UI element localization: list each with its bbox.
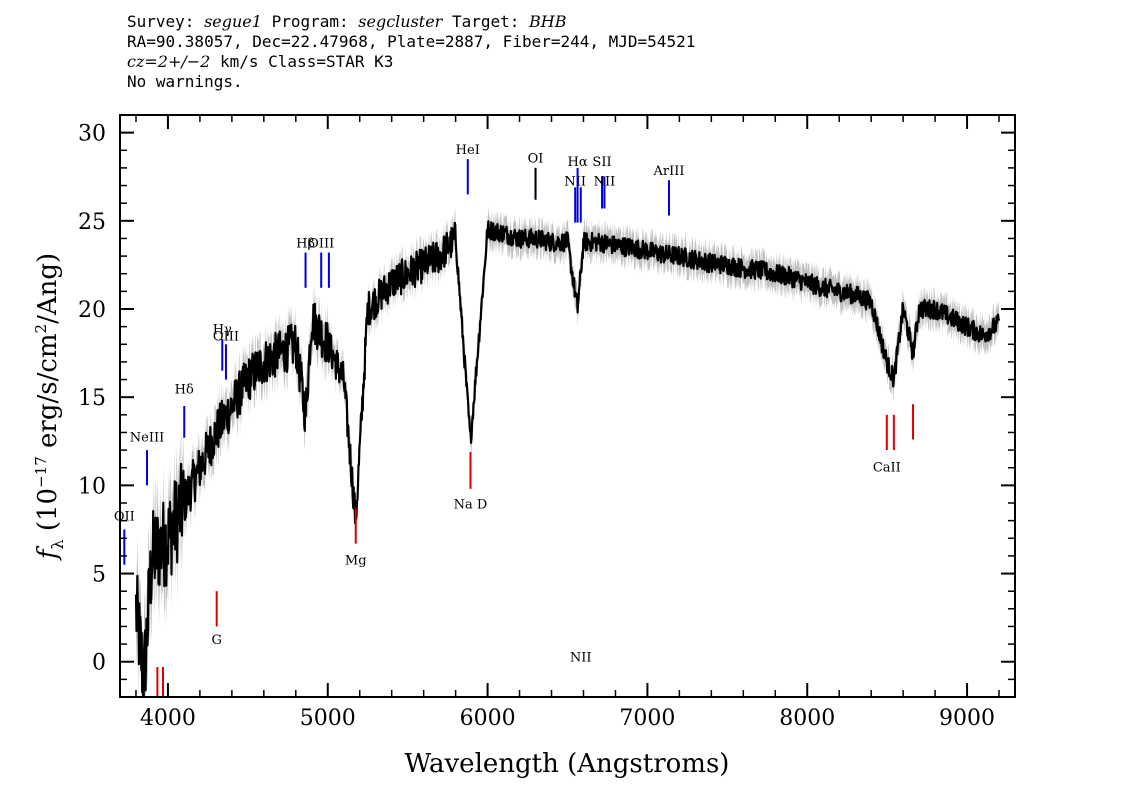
header-line-coordinates: RA=90.38057, Dec=22.47968, Plate=2887, F… [127, 32, 696, 51]
program-label: Program: [261, 12, 359, 31]
x-axis-title: Wavelength (Angstroms) [405, 749, 730, 779]
y-axis-title: fλ (10−17 erg/s/cm2/Ang) [32, 253, 67, 561]
x-tick-label: 5000 [300, 706, 356, 731]
flux-series-line [134, 220, 1001, 697]
x-tick-label: 4000 [140, 706, 196, 731]
emission-line-label: NII [570, 651, 592, 666]
header-line-survey: Survey: segue1 Program: segcluster Targe… [127, 12, 695, 32]
x-tick-label: 7000 [619, 706, 675, 731]
emission-line-label: Hβ [296, 236, 315, 251]
x-tick-label: 8000 [779, 706, 835, 731]
program-value: segcluster [358, 12, 443, 31]
plot-header: Survey: segue1 Program: segcluster Targe… [127, 12, 695, 92]
emission-line-label: OIII [308, 236, 334, 251]
y-tick-label: 25 [78, 210, 106, 235]
absorption-line-label: Na D [454, 497, 488, 512]
emission-line-label: Hγ [213, 323, 232, 338]
emission-line-label: OII [114, 510, 135, 525]
y-tick-label: 15 [78, 386, 106, 411]
emission-line-label: NII [594, 175, 616, 190]
plot-frame [119, 114, 1016, 698]
header-line-redshift: cz=2+/−2 km/s Class=STAR K3 [127, 52, 695, 72]
header-line-warnings: No warnings. [127, 72, 243, 91]
survey-label: Survey: [127, 12, 205, 31]
redshift-value: cz=2+/−2 [127, 52, 211, 71]
class-value: km/s Class=STAR K3 [210, 52, 394, 71]
emission-line-label: HeI [456, 143, 480, 158]
absorption-line-label: G [211, 633, 221, 648]
x-tick-label: 6000 [460, 706, 516, 731]
emission-line-label: Hα [568, 155, 588, 170]
x-tick-label: 9000 [939, 706, 995, 731]
absorption-line-label: CaII [873, 460, 901, 475]
target-label: Target: [442, 12, 530, 31]
y-tick-label: 20 [78, 298, 106, 323]
y-tick-label: 0 [92, 651, 106, 676]
emission-line-label: SII [592, 155, 611, 170]
flux-error-band [136, 207, 999, 697]
emission-line-label: OIII [213, 330, 239, 345]
y-tick-label: 30 [78, 122, 106, 147]
y-tick-label: 10 [78, 474, 106, 499]
survey-value: segue1 [204, 12, 262, 31]
target-value: BHB [529, 12, 567, 31]
absorption-line-label: Mg [345, 554, 367, 569]
emission-line-label: NII [564, 175, 586, 190]
emission-line-label: OI [528, 152, 544, 167]
y-tick-label: 5 [92, 563, 106, 588]
emission-line-label: ArIII [652, 164, 684, 179]
emission-line-label: Hδ [175, 383, 194, 398]
emission-line-label: NeIII [130, 430, 164, 445]
